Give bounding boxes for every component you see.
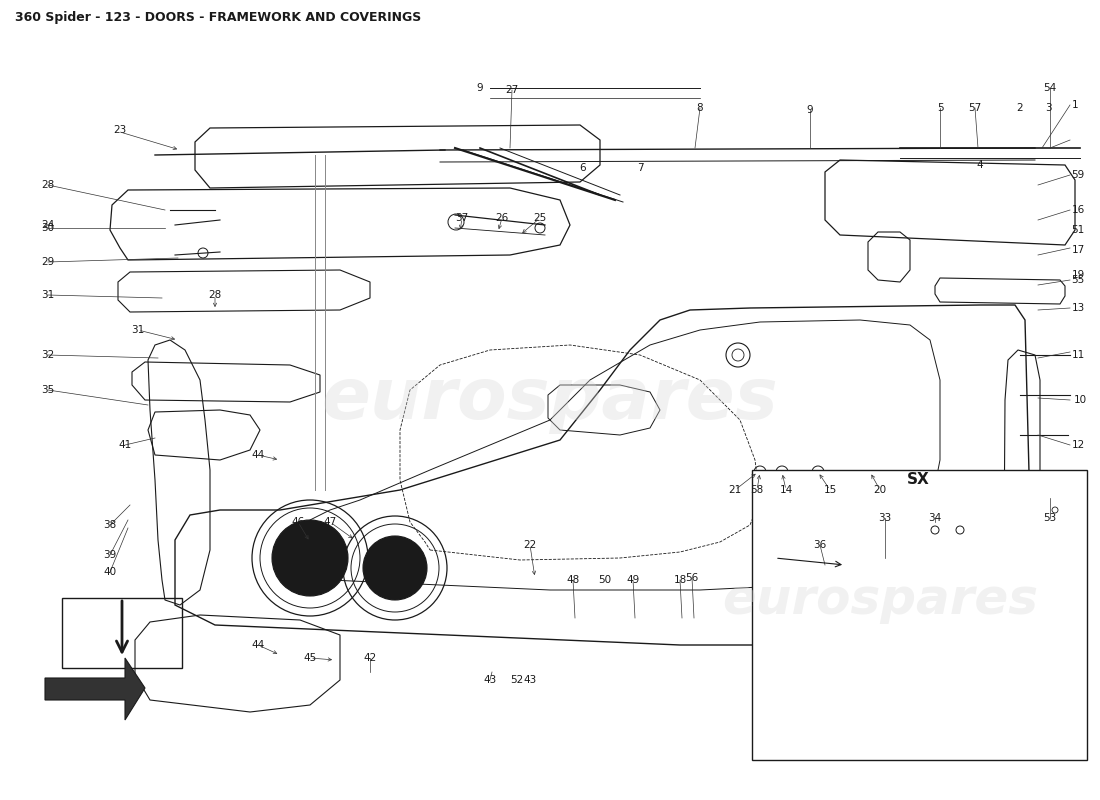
Text: 55: 55 [1071,275,1085,285]
Text: SX: SX [906,473,930,487]
Text: 39: 39 [103,550,117,560]
Text: 57: 57 [968,103,981,113]
Text: 46: 46 [292,517,305,527]
Text: 38: 38 [103,520,117,530]
Polygon shape [45,658,145,720]
Circle shape [300,557,306,562]
Circle shape [293,541,297,546]
Text: 18: 18 [673,575,686,585]
Text: 48: 48 [566,575,580,585]
Circle shape [300,541,306,546]
Text: 26: 26 [495,213,508,223]
Text: 49: 49 [626,575,639,585]
Circle shape [363,536,427,600]
Text: 28: 28 [208,290,221,300]
Circle shape [300,549,306,554]
Text: 13: 13 [1071,303,1085,313]
Text: eurospares: eurospares [722,576,1038,624]
Text: 30: 30 [42,223,55,233]
Text: 4: 4 [977,160,983,170]
Text: 51: 51 [1071,225,1085,235]
Text: 9: 9 [806,105,813,115]
Text: 16: 16 [1071,205,1085,215]
Text: 32: 32 [42,350,55,360]
Text: 7: 7 [637,163,644,173]
Text: 360 Spider - 123 - DOORS - FRAMEWORK AND COVERINGS: 360 Spider - 123 - DOORS - FRAMEWORK AND… [15,11,421,25]
Text: 5: 5 [937,103,944,113]
Text: 44: 44 [252,450,265,460]
Text: 15: 15 [824,485,837,495]
Text: 28: 28 [42,180,55,190]
Text: 31: 31 [42,290,55,300]
Text: 11: 11 [1071,350,1085,360]
Text: 58: 58 [750,485,763,495]
Text: 37: 37 [455,213,469,223]
Text: 10: 10 [1074,395,1087,405]
Circle shape [308,557,314,562]
Text: 43: 43 [483,675,496,685]
Text: 21: 21 [728,485,741,495]
Text: 56: 56 [685,573,698,583]
Circle shape [272,520,348,596]
Text: 9: 9 [476,83,483,93]
Text: 35: 35 [42,385,55,395]
Text: 6: 6 [580,163,586,173]
Text: 19: 19 [1071,270,1085,280]
Text: 12: 12 [1071,440,1085,450]
Text: 22: 22 [524,540,537,550]
Text: 42: 42 [363,653,376,663]
Text: 3: 3 [1045,103,1052,113]
Text: 14: 14 [780,485,793,495]
Text: 59: 59 [1071,170,1085,180]
Text: 53: 53 [1044,513,1057,523]
Circle shape [308,549,314,554]
Text: 40: 40 [103,567,117,577]
Text: 41: 41 [119,440,132,450]
Text: 31: 31 [131,325,144,335]
Text: 23: 23 [113,125,127,135]
Circle shape [293,557,297,562]
Text: 8: 8 [696,103,703,113]
Text: 2: 2 [1016,103,1023,113]
Text: 17: 17 [1071,245,1085,255]
Text: 43: 43 [524,675,537,685]
Text: 25: 25 [534,213,547,223]
Text: eurospares: eurospares [321,366,779,434]
Text: 47: 47 [323,517,337,527]
FancyBboxPatch shape [752,470,1087,760]
Text: 20: 20 [873,485,887,495]
Text: 24: 24 [42,220,55,230]
Text: 36: 36 [813,540,826,550]
Text: 45: 45 [304,653,317,663]
Circle shape [308,541,314,546]
Text: 44: 44 [252,640,265,650]
Text: 33: 33 [879,513,892,523]
Text: 27: 27 [505,85,518,95]
Text: 29: 29 [42,257,55,267]
Text: 52: 52 [510,675,524,685]
Text: 50: 50 [598,575,612,585]
Text: 34: 34 [928,513,942,523]
Circle shape [293,549,297,554]
Text: 54: 54 [1044,83,1057,93]
Text: 1: 1 [1071,100,1078,110]
